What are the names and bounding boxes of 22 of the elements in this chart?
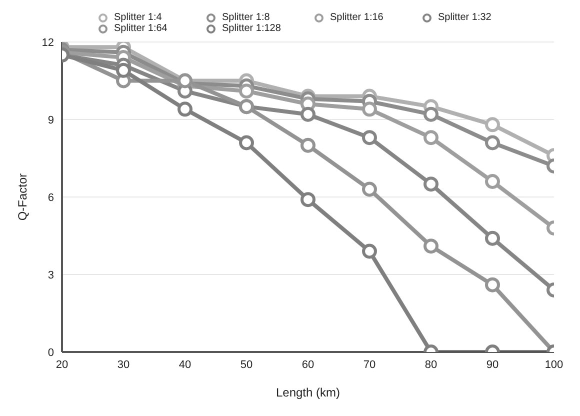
y-tick-label: 6 bbox=[48, 192, 54, 204]
legend-label: Splitter 1:32 bbox=[438, 12, 492, 23]
x-tick-label: 100 bbox=[544, 358, 564, 371]
x-tick-label: 30 bbox=[117, 358, 130, 371]
y-axis-title: Q-Factor bbox=[15, 173, 30, 221]
x-tick-label: 20 bbox=[56, 358, 68, 371]
x-tick-label: 40 bbox=[178, 358, 192, 371]
y-tick-label: 9 bbox=[48, 114, 54, 126]
x-axis-title: Length (km) bbox=[276, 386, 340, 400]
legend-label: Splitter 1:128 bbox=[222, 23, 281, 34]
y-tick-label: 12 bbox=[42, 36, 54, 49]
y-tick-label: 3 bbox=[48, 269, 54, 282]
x-tick-label: 60 bbox=[302, 358, 314, 371]
legend-label: Splitter 1:4 bbox=[114, 12, 162, 23]
legend-label: Splitter 1:16 bbox=[330, 12, 384, 23]
legend-label: Splitter 1:64 bbox=[114, 23, 168, 34]
y-tick-label: 0 bbox=[48, 346, 54, 359]
legend-label: Splitter 1:8 bbox=[222, 12, 270, 23]
x-tick-label: 70 bbox=[363, 358, 376, 371]
x-tick-label: 80 bbox=[424, 358, 438, 371]
x-tick-label: 90 bbox=[486, 358, 499, 371]
x-tick-label: 50 bbox=[240, 358, 253, 371]
